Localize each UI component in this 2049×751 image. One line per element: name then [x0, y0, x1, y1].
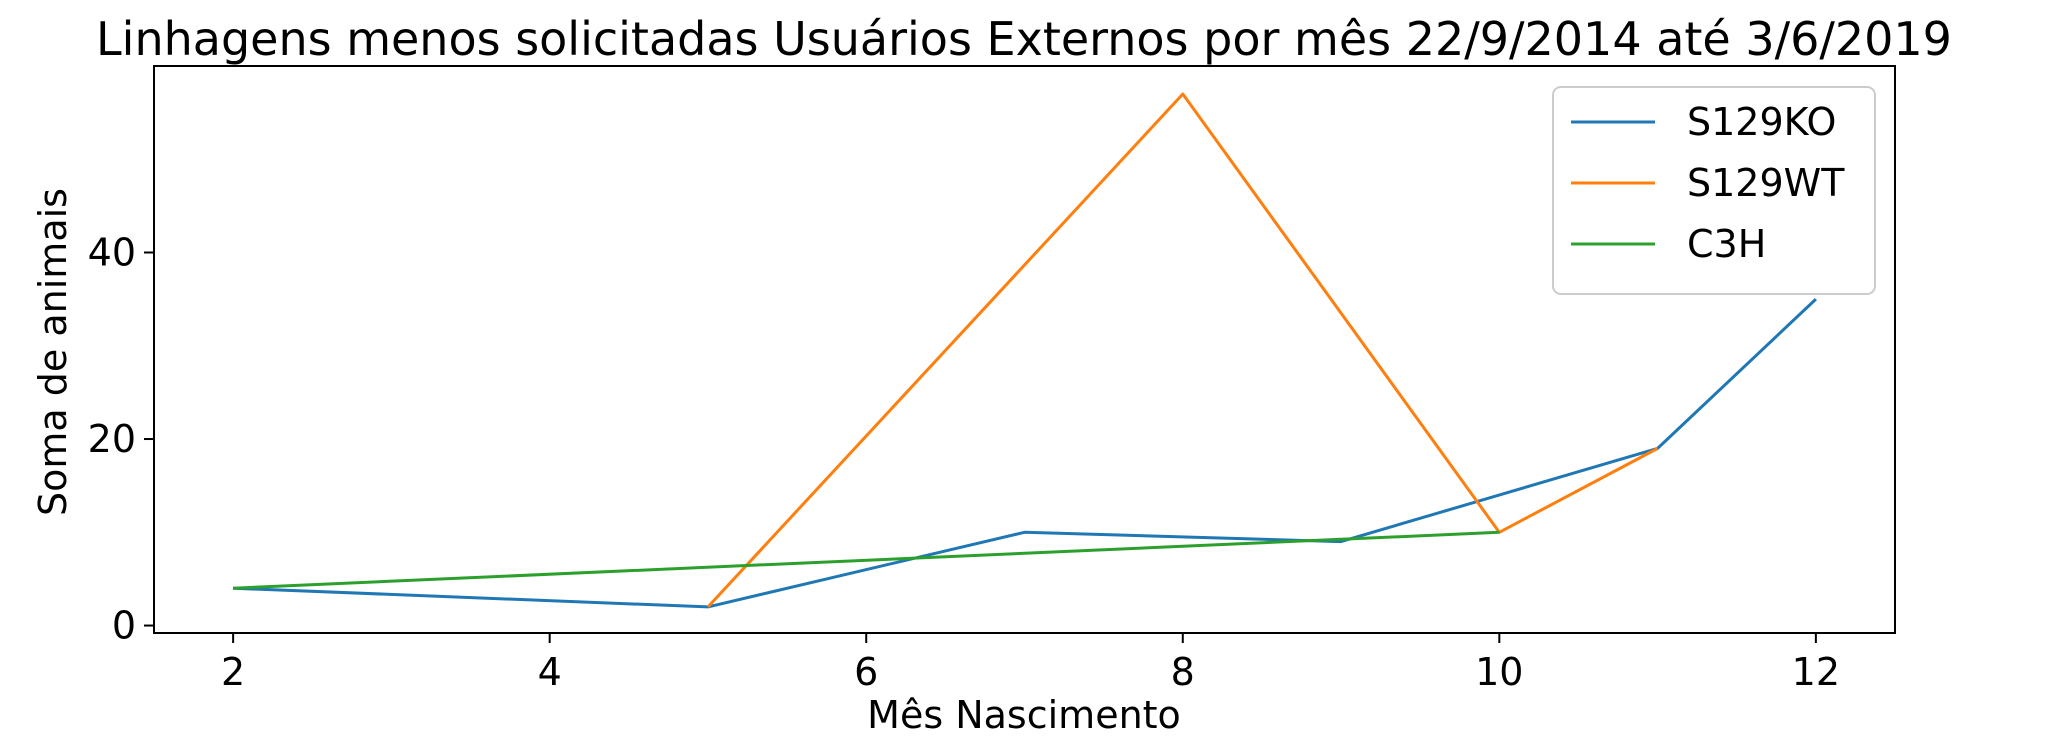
chart-title: Linhagens menos solicitadas Usuários Ext… [96, 12, 1952, 66]
x-tick-label: 4 [538, 650, 562, 694]
legend-box [1552, 86, 1876, 295]
x-axis-label: Mês Nascimento [867, 693, 1181, 737]
y-axis: 0 20 40 [88, 231, 154, 648]
y-tick-label: 20 [88, 417, 136, 461]
series-line-s129wt [706, 92, 1659, 608]
series-line-c3h [233, 530, 1500, 590]
legend-entry-label: S129WT [1687, 161, 1845, 205]
legend: S129KO S129WT C3H [1552, 86, 1876, 295]
x-tick-label: 8 [1171, 650, 1195, 694]
x-tick-label: 6 [854, 650, 878, 694]
x-tick-label: 12 [1792, 650, 1840, 694]
plot-area [233, 92, 1817, 609]
y-tick-label: 40 [88, 231, 136, 275]
x-tick-label: 10 [1475, 650, 1523, 694]
x-tick-label: 2 [221, 650, 245, 694]
series-line-s129ko [233, 298, 1817, 609]
legend-entry-label: S129KO [1687, 100, 1836, 144]
legend-entry-label: C3H [1687, 222, 1766, 266]
y-tick-label: 0 [112, 604, 136, 648]
x-axis: 2 4 6 8 10 12 [221, 633, 1840, 694]
axes-frame [153, 65, 1896, 634]
y-axis-label: Soma de animais [31, 188, 75, 516]
